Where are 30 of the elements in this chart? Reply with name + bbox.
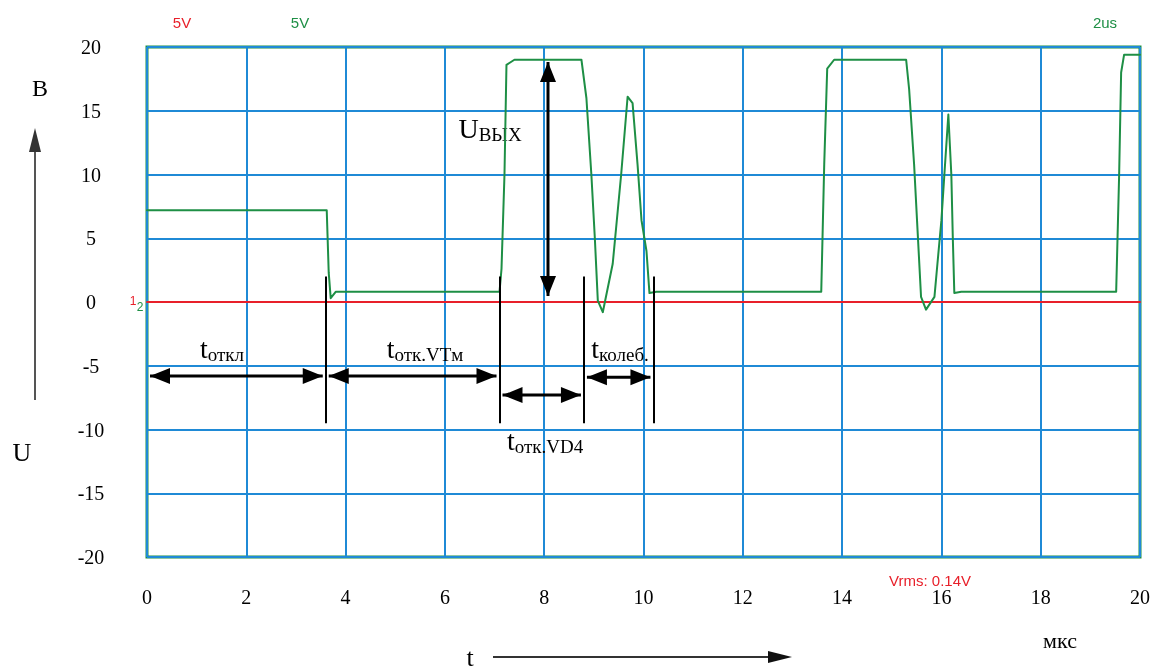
x-tick-label: 4 xyxy=(340,586,351,608)
text: Vrms: 0.14V xyxy=(889,571,971,589)
text: мкс xyxy=(1043,627,1078,653)
text: 5V xyxy=(172,13,192,31)
x-tick-label: 16 xyxy=(931,586,952,608)
text: 1 xyxy=(129,294,137,308)
x-tick-label: 0 xyxy=(142,586,152,608)
y-tick-label: 20 xyxy=(81,36,101,58)
y-tick-label: 0 xyxy=(86,291,96,313)
x-tick-label: 20 xyxy=(1130,586,1150,608)
x-tick-label: 8 xyxy=(539,586,550,608)
y-tick-label: 5 xyxy=(86,227,96,250)
y-tick-label: -5 xyxy=(82,354,100,377)
x-tick-label: 18 xyxy=(1030,586,1051,608)
y-tick-label: 15 xyxy=(81,99,101,122)
y-tick-label: 10 xyxy=(81,163,101,186)
x-tick-label: 6 xyxy=(439,586,450,608)
text: В xyxy=(31,75,49,101)
text: 5V xyxy=(290,13,310,31)
x-tick-label: 12 xyxy=(732,586,753,608)
x-tick-label: 14 xyxy=(832,586,853,608)
text: 2us xyxy=(1092,13,1118,31)
x-axis-title: t xyxy=(466,642,475,670)
x-tick-label: 10 xyxy=(633,586,654,608)
y-tick-label: -15 xyxy=(77,482,105,505)
text: 2 xyxy=(136,300,144,314)
y-axis-title: U xyxy=(12,437,32,467)
y-tick-label: -10 xyxy=(77,418,105,441)
x-tick-label: 2 xyxy=(241,586,252,608)
y-tick-label: -20 xyxy=(77,546,105,568)
